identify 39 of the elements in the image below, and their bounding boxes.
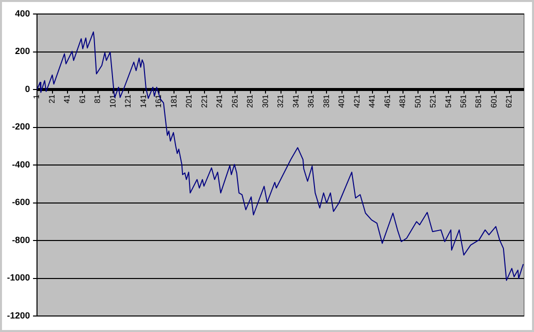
x-tick-label: 481 xyxy=(398,94,408,108)
y-tick-label: -800 xyxy=(12,234,30,245)
x-tick-label: 161 xyxy=(154,94,164,108)
x-tick-label: 121 xyxy=(124,94,133,108)
x-tick-label: 461 xyxy=(382,94,392,108)
x-tick-label: 521 xyxy=(428,94,438,108)
x-tick-label: 301 xyxy=(260,94,270,108)
x-tick-label: 561 xyxy=(458,94,468,108)
x-tick-label: 341 xyxy=(291,94,300,108)
x-tick-label: 181 xyxy=(169,94,178,108)
x-tick-label: 321 xyxy=(276,94,286,108)
x-tick-label: 541 xyxy=(444,94,453,108)
y-tick-label: 400 xyxy=(14,8,30,18)
x-tick-label: 381 xyxy=(322,94,331,108)
x-tick-label: 621 xyxy=(504,94,514,108)
y-tick-label: -600 xyxy=(12,197,30,208)
y-tick-label: -200 xyxy=(12,122,30,132)
y-tick-label: 0 xyxy=(25,84,30,94)
x-tick-label: 241 xyxy=(215,94,224,108)
y-tick-label: -1200 xyxy=(6,310,30,320)
x-tick-label: 601 xyxy=(489,94,498,108)
x-tick-label: 41 xyxy=(62,94,72,104)
x-tick-label: 441 xyxy=(368,94,377,108)
y-tick-label: -1000 xyxy=(6,272,30,283)
y-tick-label: 200 xyxy=(14,46,30,56)
x-tick-label: 261 xyxy=(230,94,240,108)
x-tick-label: 581 xyxy=(474,94,484,108)
x-tick-label: 81 xyxy=(93,94,102,104)
y-tick-label: -400 xyxy=(12,159,30,170)
x-tick-label: 281 xyxy=(246,94,255,108)
x-tick-label: 361 xyxy=(306,94,316,108)
x-tick-label: 21 xyxy=(47,94,56,104)
x-tick-label: 421 xyxy=(352,94,362,108)
x-tick-label: 501 xyxy=(413,94,422,108)
x-tick-label: 141 xyxy=(138,94,148,108)
x-tick-label: 221 xyxy=(200,94,209,108)
x-tick-label: 201 xyxy=(184,94,194,108)
x-tick-label: 401 xyxy=(337,94,346,108)
x-tick-label: 61 xyxy=(78,94,87,104)
